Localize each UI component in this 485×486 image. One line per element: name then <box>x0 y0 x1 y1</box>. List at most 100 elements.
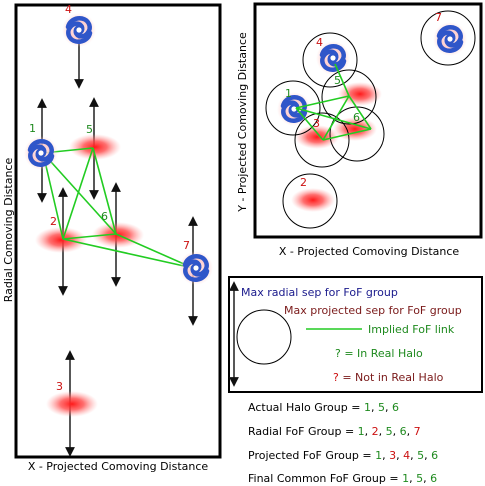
circle-3 <box>294 112 350 168</box>
group-projected-fof: Projected FoF Group = 1, 3, 4, 5, 6 <box>248 449 438 462</box>
group-member-id: 6 <box>431 449 438 462</box>
link-2-7 <box>62 238 194 269</box>
group-radial-fof: Radial FoF Group = 1, 2, 5, 6, 7 <box>248 425 421 438</box>
right-link-1-3 <box>295 107 324 141</box>
label-5: 5 <box>86 123 93 136</box>
right-label-3: 3 <box>313 117 320 130</box>
right-blob-2 <box>291 188 335 212</box>
group-label: Final Common FoF Group = <box>248 472 402 485</box>
group-label: Radial FoF Group = <box>248 425 358 438</box>
galaxy-1-icon <box>24 136 58 170</box>
group-separator: , <box>396 449 403 462</box>
group-actual-halo: Actual Halo Group = 1, 5, 6 <box>248 401 399 414</box>
circle-2 <box>282 173 338 229</box>
right-x-axis-label: X - Projected Comoving Distance <box>279 245 460 258</box>
group-separator: , <box>407 425 414 438</box>
legend-not-in-halo-mark: ? <box>333 371 339 384</box>
left-x-axis-label: X - Projected Comoving Distance <box>28 460 209 473</box>
right-label-2: 2 <box>300 176 307 189</box>
label-3: 3 <box>56 380 63 393</box>
group-separator: , <box>393 425 400 438</box>
link-2-6 <box>62 233 117 240</box>
right-panel-frame <box>253 2 483 239</box>
group-separator: , <box>371 401 378 414</box>
left-y-axis-label: Radial Comoving Distance <box>2 158 15 303</box>
right-blob-5 <box>338 82 382 106</box>
legend-projected-circle <box>236 309 292 365</box>
group-member-id: 5 <box>417 449 424 462</box>
label-2: 2 <box>50 215 57 228</box>
link-5-6 <box>92 147 117 235</box>
left-radial-arrows <box>37 36 198 457</box>
legend-radial-text: Max radial sep for FoF group <box>241 286 398 299</box>
legend-not-in-halo: ? = Not in Real Halo <box>333 371 444 384</box>
right-panel: 7 4 5 1 3 6 2 X - Projected Comoving Dis… <box>236 2 483 258</box>
right-link-4-5 <box>334 63 350 97</box>
blob-5 <box>69 134 121 160</box>
label-7: 7 <box>183 239 190 252</box>
galaxy-7-icon <box>179 251 213 285</box>
circle-4 <box>302 32 358 88</box>
right-fof-links <box>295 63 372 141</box>
group-separator: , <box>423 472 430 485</box>
galaxy-4-icon <box>62 13 96 47</box>
group-separator: , <box>379 425 386 438</box>
group-member-id: 2 <box>372 425 379 438</box>
right-link-5-3 <box>322 95 350 141</box>
group-member-id: 1 <box>358 425 365 438</box>
group-separator: , <box>382 449 389 462</box>
right-label-5: 5 <box>334 74 341 87</box>
group-member-id: 5 <box>386 425 393 438</box>
label-6: 6 <box>101 210 108 223</box>
legend-projected-text: Max projected sep for FoF group <box>284 304 462 317</box>
group-separator: , <box>385 401 392 414</box>
label-4: 4 <box>65 3 72 16</box>
legend-link-text: Implied FoF link <box>368 323 455 336</box>
blob-3 <box>46 391 98 417</box>
link-5-2 <box>62 147 94 240</box>
left-panel: 4 1 5 2 6 7 3 X - Projected Comoving Dis… <box>2 3 222 473</box>
group-summary: Actual Halo Group = 1, 5, 6 Radial FoF G… <box>248 401 438 485</box>
group-member-id: 6 <box>400 425 407 438</box>
group-member-id: 6 <box>430 472 437 485</box>
group-member-id: 4 <box>403 449 410 462</box>
left-panel-frame <box>14 3 222 459</box>
group-member-id: 1 <box>364 401 371 414</box>
group-separator: , <box>410 449 417 462</box>
group-separator: , <box>409 472 416 485</box>
group-member-id: 5 <box>416 472 423 485</box>
legend-not-in-halo-text: = Not in Real Halo <box>339 371 444 384</box>
right-link-circles <box>265 10 476 229</box>
group-member-id: 6 <box>392 401 399 414</box>
right-link-5-6 <box>348 95 372 130</box>
right-y-axis-label: Y - Projected Comoving Distance <box>236 32 249 213</box>
legend-in-halo: ? = In Real Halo <box>335 347 423 360</box>
right-label-6: 6 <box>353 111 360 124</box>
blob-2 <box>35 227 87 253</box>
group-member-id: 1 <box>375 449 382 462</box>
group-member-id: 3 <box>389 449 396 462</box>
legend-in-halo-text: = In Real Halo <box>341 347 423 360</box>
right-label-1: 1 <box>285 87 292 100</box>
group-separator: , <box>424 449 431 462</box>
circle-1 <box>265 80 321 136</box>
link-1-6 <box>42 152 117 235</box>
group-member-id: 7 <box>414 425 421 438</box>
circle-5 <box>321 69 377 125</box>
group-label: Projected FoF Group = <box>248 449 375 462</box>
legend-frame <box>228 276 483 393</box>
label-1: 1 <box>29 122 36 135</box>
right-link-3-6 <box>322 128 372 141</box>
circle-7 <box>420 10 476 66</box>
right-galaxy-7-icon <box>433 22 467 56</box>
group-label: Actual Halo Group = <box>248 401 364 414</box>
group-final-common: Final Common FoF Group = 1, 5, 6 <box>248 472 437 485</box>
right-label-4: 4 <box>316 36 323 49</box>
group-member-id: 1 <box>402 472 409 485</box>
legend: Max radial sep for FoF group Max project… <box>228 276 483 393</box>
right-link-1-5 <box>295 95 350 109</box>
group-separator: , <box>365 425 372 438</box>
legend-in-halo-mark: ? <box>335 347 341 360</box>
right-link-1-6 <box>295 107 372 130</box>
